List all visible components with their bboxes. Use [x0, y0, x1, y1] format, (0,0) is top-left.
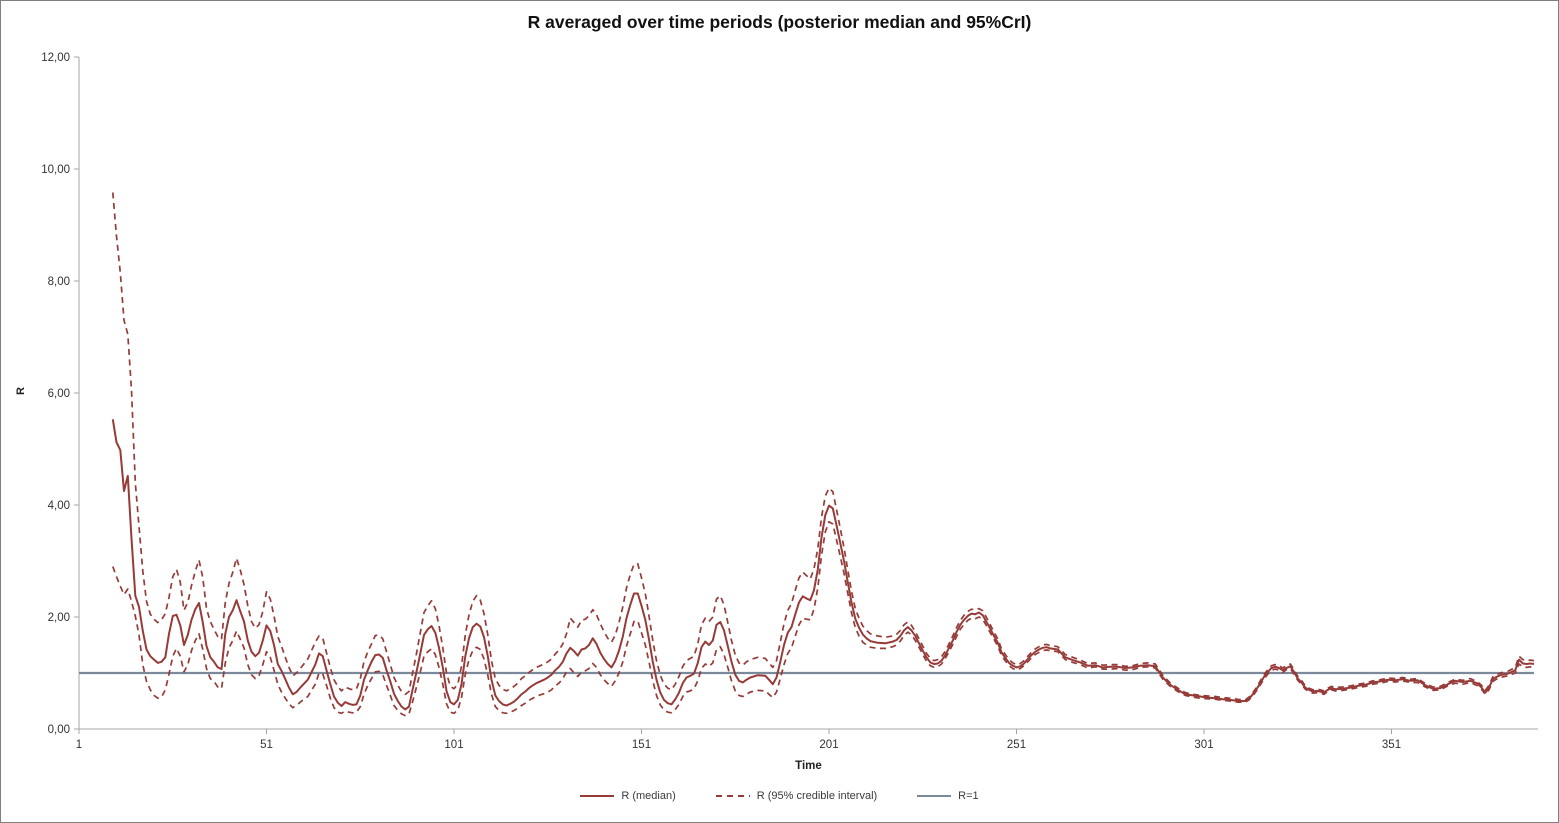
x-tick-label: 201	[819, 739, 838, 751]
median-line-swatch	[580, 795, 615, 797]
x-tick-label: 101	[444, 739, 463, 751]
y-tick-label: 12,00	[41, 52, 70, 64]
y-axis-title: R	[14, 387, 27, 395]
median-line	[111, 419, 1535, 711]
y-tick-label: 6,00	[48, 388, 70, 400]
y-tick-label: 10,00	[41, 164, 70, 176]
legend-label-credible-interval: R (95% credible interval)	[756, 790, 878, 802]
y-tick-label: 0,00	[48, 724, 70, 736]
legend-label-median: R (median)	[621, 790, 676, 802]
y-tick-label: 8,00	[48, 276, 70, 288]
y-tick-label: 4,00	[48, 500, 70, 512]
x-tick-label: 351	[1382, 739, 1401, 751]
chart-legend: R (median) R (95% credible interval) R=1	[1, 790, 1558, 802]
x-tick-label: 251	[1007, 739, 1026, 751]
ci-lower-line	[112, 520, 1535, 717]
legend-item-median: R (median)	[580, 790, 676, 802]
legend-item-r-equals-1: R=1	[917, 790, 979, 802]
credible-interval-line-swatch	[715, 795, 750, 797]
chart-title: R averaged over time periods (posterior …	[527, 12, 1032, 32]
x-tick-label: 51	[260, 739, 273, 751]
r-equals-1-line-swatch	[917, 795, 952, 797]
legend-item-credible-interval: R (95% credible interval)	[715, 790, 878, 802]
x-tick-label: 151	[632, 739, 651, 751]
x-tick-label: 301	[1194, 739, 1213, 751]
y-tick-label: 2,00	[48, 612, 70, 624]
x-tick-label: 1	[76, 739, 82, 751]
legend-label-r-equals-1: R=1	[958, 790, 979, 802]
x-axis-title: Time	[795, 760, 822, 772]
ci-upper-line	[111, 192, 1535, 701]
